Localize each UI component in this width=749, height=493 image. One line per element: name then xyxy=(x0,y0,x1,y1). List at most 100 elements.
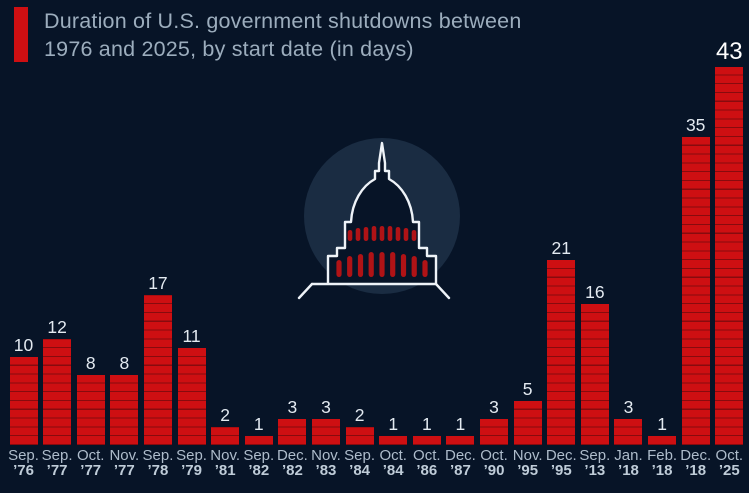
bar-value-label: 21 xyxy=(551,238,571,259)
shutdown-bar[interactable] xyxy=(211,427,240,445)
shutdown-bar[interactable] xyxy=(648,436,677,445)
bar-column: 1 Oct. ’86 xyxy=(411,414,442,479)
shutdown-bar[interactable] xyxy=(143,295,172,445)
shutdown-bar[interactable] xyxy=(76,374,105,445)
capitol-building-icon xyxy=(292,134,472,304)
bar-column: 2 Nov. ’81 xyxy=(210,405,241,479)
x-axis-label-month: Oct. xyxy=(480,447,508,464)
x-axis-label: Nov. ’77 xyxy=(109,448,139,479)
bar-value-label: 1 xyxy=(657,414,667,435)
shutdown-bar[interactable] xyxy=(580,304,609,445)
shutdown-bar[interactable] xyxy=(513,401,542,445)
x-axis-label-month: Nov. xyxy=(512,447,543,464)
shutdown-bar[interactable] xyxy=(311,418,340,445)
bar-value-label: 2 xyxy=(354,405,365,426)
shutdown-bar[interactable] xyxy=(43,339,72,445)
x-axis-label-year: ’87 xyxy=(449,462,471,479)
x-axis-label-year: ’83 xyxy=(315,462,337,479)
bar-value-label: 1 xyxy=(253,414,264,435)
shutdown-bar[interactable] xyxy=(345,427,374,445)
x-axis-label-month: Dec. xyxy=(545,447,577,464)
shutdown-bar[interactable] xyxy=(480,418,509,445)
x-axis-label: Sep. ’78 xyxy=(143,448,174,479)
bar-value-label: 10 xyxy=(13,335,34,355)
shutdown-bar[interactable] xyxy=(681,137,710,445)
bar-value-label: 35 xyxy=(685,115,706,135)
bar-value-label: 8 xyxy=(119,352,130,373)
bar-column: 11 Sep. ’79 xyxy=(176,326,207,479)
capitol-outline xyxy=(310,141,438,286)
shutdown-bar[interactable] xyxy=(715,66,744,445)
bar-column: 1 Sep. ’82 xyxy=(243,414,274,479)
x-axis-label: Feb. ’18 xyxy=(647,448,677,479)
bar-column: 17 Sep. ’78 xyxy=(142,273,174,479)
bar-column: 8 Oct. ’77 xyxy=(75,353,106,479)
shutdown-bar[interactable] xyxy=(614,418,643,445)
shutdown-bar[interactable] xyxy=(278,418,307,445)
bar-value-label: 1 xyxy=(455,414,466,435)
bar-value-label: 17 xyxy=(148,273,168,294)
x-axis-label-month: Sep. xyxy=(142,447,174,464)
bar-chart: 10 Sep. ’76 12 Sep. ’77 8 Oct. ’77 8 Nov. ’77 17 Sep.… xyxy=(8,37,745,479)
bar-value-label: 43 xyxy=(715,37,743,65)
chart-title-line2: 1976 and 2025, by start date (in days) xyxy=(44,37,414,61)
x-axis-label-year: ’77 xyxy=(46,462,68,479)
bar-column: 1 Oct. ’84 xyxy=(378,414,409,479)
bar-value-label: 12 xyxy=(47,317,67,338)
x-axis-label-month: Feb. xyxy=(647,447,678,464)
x-axis-label: Jan. ’18 xyxy=(614,448,642,479)
x-axis-label-year: ’84 xyxy=(349,462,371,479)
bar-value-label: 1 xyxy=(388,414,399,435)
x-axis-label-month: Dec. xyxy=(445,447,476,464)
bar-column: 43 Oct. ’25 xyxy=(714,37,745,479)
x-axis-label: Sep. ’79 xyxy=(176,448,207,479)
x-axis-label-month: Nov. xyxy=(311,447,341,464)
x-axis-label: Oct. ’90 xyxy=(480,448,508,479)
x-axis-label-year: ’86 xyxy=(416,462,438,479)
bar-column: 1 Feb. ’18 xyxy=(647,414,678,479)
bar-value-label: 8 xyxy=(85,352,96,373)
shutdown-bar[interactable] xyxy=(379,436,408,445)
shutdown-bar[interactable] xyxy=(446,436,475,445)
shutdown-bar[interactable] xyxy=(547,260,576,445)
x-axis-label-month: Dec. xyxy=(680,447,712,464)
bar-column: 3 Nov. ’83 xyxy=(310,397,341,479)
x-axis-label-month: Oct. xyxy=(76,447,105,464)
shutdown-bar[interactable] xyxy=(177,348,206,445)
x-axis-label-month: Sep. xyxy=(176,447,207,464)
bar-column: 12 Sep. ’77 xyxy=(42,317,73,479)
bar-value-label: 3 xyxy=(623,396,634,417)
shutdown-bar[interactable] xyxy=(110,374,139,445)
x-axis-label-year: ’18 xyxy=(685,462,707,479)
bar-column: 3 Oct. ’90 xyxy=(479,397,510,479)
x-axis-label: Oct. ’25 xyxy=(716,448,744,479)
shutdown-bar[interactable] xyxy=(244,436,273,445)
x-axis-label-year: ’95 xyxy=(550,462,572,479)
bar-value-label: 16 xyxy=(585,282,605,303)
x-axis-label-month: Jan. xyxy=(614,447,643,464)
bar-column: 16 Sep. ’13 xyxy=(579,282,610,479)
x-axis-label: Dec. ’87 xyxy=(445,448,476,479)
shutdown-bar[interactable] xyxy=(9,357,38,445)
x-axis-label-year: ’82 xyxy=(248,462,270,479)
x-axis-label-month: Dec. xyxy=(276,447,308,464)
x-axis-label-year: ’13 xyxy=(584,462,606,479)
bar-column: 3 Dec. ’82 xyxy=(277,397,308,479)
chart-title-line1: Duration of U.S. government shutdowns be… xyxy=(44,9,522,33)
bar-column: 35 Dec. ’18 xyxy=(680,115,711,479)
chart-title: Duration of U.S. government shutdowns be… xyxy=(44,7,522,63)
shutdown-bar[interactable] xyxy=(412,436,441,445)
x-axis-label: Oct. ’86 xyxy=(413,448,441,479)
bar-column: 21 Dec. ’95 xyxy=(546,238,577,479)
x-axis-label: Nov. ’83 xyxy=(311,448,341,479)
bar-value-label: 2 xyxy=(220,405,231,426)
bar-column: 1 Dec. ’87 xyxy=(445,414,476,479)
bar-value-label: 3 xyxy=(287,396,298,417)
x-axis-label: Dec. ’82 xyxy=(277,448,308,479)
x-axis-label-month: Oct. xyxy=(413,447,441,464)
bar-column: 10 Sep. ’76 xyxy=(8,335,39,479)
x-axis-label-year: ’77 xyxy=(80,462,102,479)
x-axis-label: Sep. ’82 xyxy=(243,448,274,479)
bar-value-label: 3 xyxy=(489,396,499,417)
